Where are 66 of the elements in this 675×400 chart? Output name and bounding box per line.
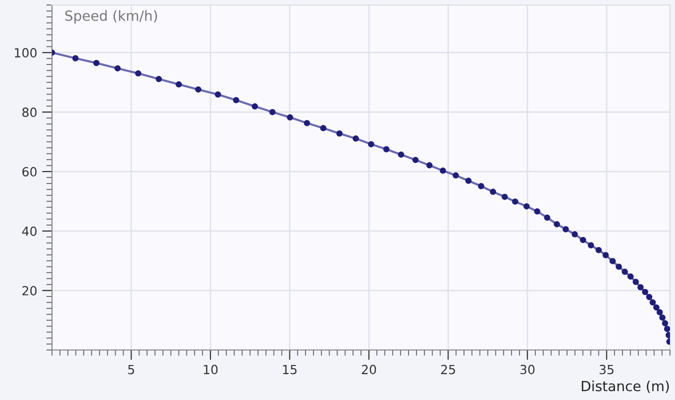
point xyxy=(627,273,634,280)
point xyxy=(622,268,628,275)
point xyxy=(659,314,666,321)
x-tick-label: 20 xyxy=(362,364,376,374)
point xyxy=(426,162,433,168)
point xyxy=(580,236,586,244)
point xyxy=(656,309,663,316)
point xyxy=(368,141,374,148)
point xyxy=(572,231,578,238)
point xyxy=(662,320,668,326)
point xyxy=(653,304,660,311)
point xyxy=(195,86,202,93)
y-tick-label: 80 xyxy=(22,108,37,117)
point xyxy=(320,125,326,132)
point xyxy=(544,214,550,221)
point xyxy=(233,97,240,104)
point xyxy=(637,284,644,290)
point xyxy=(214,91,222,98)
point xyxy=(523,203,530,210)
point xyxy=(642,288,648,296)
x-tick-label: 30 xyxy=(520,364,535,374)
point xyxy=(352,135,359,142)
point xyxy=(465,178,472,184)
point xyxy=(616,264,622,270)
point xyxy=(554,221,560,228)
point xyxy=(304,120,310,126)
point xyxy=(646,294,652,300)
point xyxy=(383,146,390,152)
point xyxy=(562,226,569,232)
x-axis-title: Distance (m) xyxy=(582,380,669,393)
point xyxy=(610,258,616,264)
point xyxy=(602,252,609,258)
point xyxy=(664,326,670,332)
point xyxy=(93,60,100,66)
point xyxy=(596,246,602,254)
point xyxy=(650,299,656,306)
point xyxy=(336,130,343,137)
x-tick-label: 5 xyxy=(128,364,134,374)
point xyxy=(478,183,484,190)
point xyxy=(398,151,404,158)
y-tick-label: 60 xyxy=(22,167,37,176)
point xyxy=(176,81,182,88)
point xyxy=(269,108,276,116)
point xyxy=(502,194,508,200)
y-tick-label: 40 xyxy=(22,226,37,236)
y-tick-label: 100 xyxy=(14,48,37,58)
y-tick-label: 20 xyxy=(22,286,37,296)
x-tick-label: 35 xyxy=(600,364,614,374)
point xyxy=(534,208,540,215)
y-axis-title: Speed (km/h) xyxy=(65,10,158,24)
point xyxy=(632,278,639,286)
x-tick-label: 10 xyxy=(204,364,218,374)
point xyxy=(135,70,142,77)
point xyxy=(156,76,162,82)
point xyxy=(490,188,496,195)
x-tick-label: 25 xyxy=(441,364,456,374)
point xyxy=(452,172,459,179)
point xyxy=(114,65,121,72)
point xyxy=(512,198,518,205)
point xyxy=(286,114,294,121)
point xyxy=(588,242,594,248)
point xyxy=(412,156,419,164)
point xyxy=(252,103,258,110)
point xyxy=(440,168,446,174)
x-tick-label: 15 xyxy=(283,364,297,374)
point xyxy=(72,55,79,62)
